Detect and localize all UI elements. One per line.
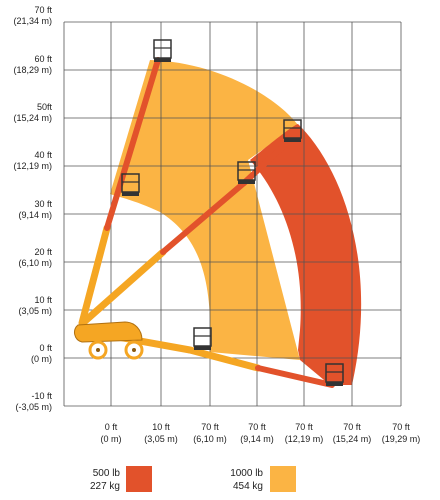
x-tick-4-ft: 70 ft <box>295 422 313 432</box>
y-tick-30-m: (9,14 m) <box>18 210 52 220</box>
zone-500lb <box>250 124 362 385</box>
boom-mid-jib <box>241 137 293 186</box>
y-tick-neg10-ft: -10 ft <box>31 391 52 401</box>
x-tick-6-m: (19,29 m) <box>382 434 421 444</box>
chassis <box>74 321 144 360</box>
zone-1000lb <box>110 60 300 360</box>
platform-basket <box>193 327 212 350</box>
chassis-body <box>74 321 143 343</box>
y-tick-30-ft: 30 ft <box>34 199 52 209</box>
x-tick-5-m: (15,24 m) <box>333 434 372 444</box>
boom-mid-upper <box>160 180 247 255</box>
y-tick-10-ft: 10 ft <box>34 295 52 305</box>
y-axis: 70 ft (21,34 m) 60 ft (18,29 m) 50ft (15… <box>13 5 52 412</box>
platforms <box>121 39 344 386</box>
platform-basket <box>237 161 256 184</box>
rear-wheel-hub <box>132 348 136 352</box>
front-wheel-hub <box>96 348 100 352</box>
boom-mid-lower <box>80 248 167 326</box>
boom-mid <box>80 137 293 326</box>
x-tick-4-m: (12,19 m) <box>285 434 324 444</box>
y-tick-60-m: (18,29 m) <box>13 65 52 75</box>
y-tick-50-ft: 50ft <box>37 102 53 112</box>
y-tick-20-ft: 20 ft <box>34 247 52 257</box>
x-tick-0-ft: 0 ft <box>105 422 118 432</box>
y-tick-0-m: (0 m) <box>31 354 52 364</box>
x-axis: 0 ft (0 m) 10 ft (3,05 m) 70 ft (6,10 m)… <box>101 422 421 444</box>
y-tick-20-m: (6,10 m) <box>18 258 52 268</box>
boom-raised-upper <box>104 57 161 231</box>
y-tick-70-m: (21,34 m) <box>13 16 52 26</box>
boom-raised-lower <box>78 224 111 327</box>
legend: 500 lb 227 kg 1000 lb 454 kg <box>90 466 296 492</box>
legend-1000-kg: 454 kg <box>233 481 263 492</box>
y-tick-50-m: (15,24 m) <box>13 113 52 123</box>
x-tick-6-ft: 70 ft <box>392 422 410 432</box>
platform-basket <box>153 39 172 62</box>
x-tick-3-ft: 70 ft <box>248 422 266 432</box>
work-envelope <box>110 60 362 385</box>
legend-1000-lb: 1000 lb <box>230 468 263 479</box>
x-tick-3-m: (9,14 m) <box>240 434 274 444</box>
y-tick-10-m: (3,05 m) <box>18 306 52 316</box>
legend-500-swatch <box>126 466 152 492</box>
x-tick-5-ft: 70 ft <box>343 422 361 432</box>
x-tick-2-ft: 70 ft <box>201 422 219 432</box>
legend-500-lb: 500 lb <box>93 468 121 479</box>
boom-low-upper <box>255 365 335 388</box>
platform-basket <box>283 119 302 142</box>
legend-500-kg: 227 kg <box>90 481 120 492</box>
y-tick-70-ft: 70 ft <box>34 5 52 15</box>
x-tick-1-m: (3,05 m) <box>144 434 178 444</box>
boom-positions <box>78 57 335 388</box>
y-tick-neg10-m: (-3,05 m) <box>15 402 52 412</box>
y-tick-0-ft: 0 ft <box>39 343 52 353</box>
platform-basket <box>121 173 140 196</box>
x-tick-2-m: (6,10 m) <box>193 434 227 444</box>
x-tick-1-ft: 10 ft <box>152 422 170 432</box>
platform-basket <box>325 363 344 386</box>
y-tick-60-ft: 60 ft <box>34 54 52 64</box>
y-tick-40-ft: 40 ft <box>34 150 52 160</box>
boom-low-mid <box>186 346 262 372</box>
y-tick-40-m: (12,19 m) <box>13 161 52 171</box>
grid-lines <box>63 21 402 407</box>
legend-1000-swatch <box>270 466 296 492</box>
x-tick-0-m: (0 m) <box>101 434 122 444</box>
boom-raised <box>78 57 161 327</box>
